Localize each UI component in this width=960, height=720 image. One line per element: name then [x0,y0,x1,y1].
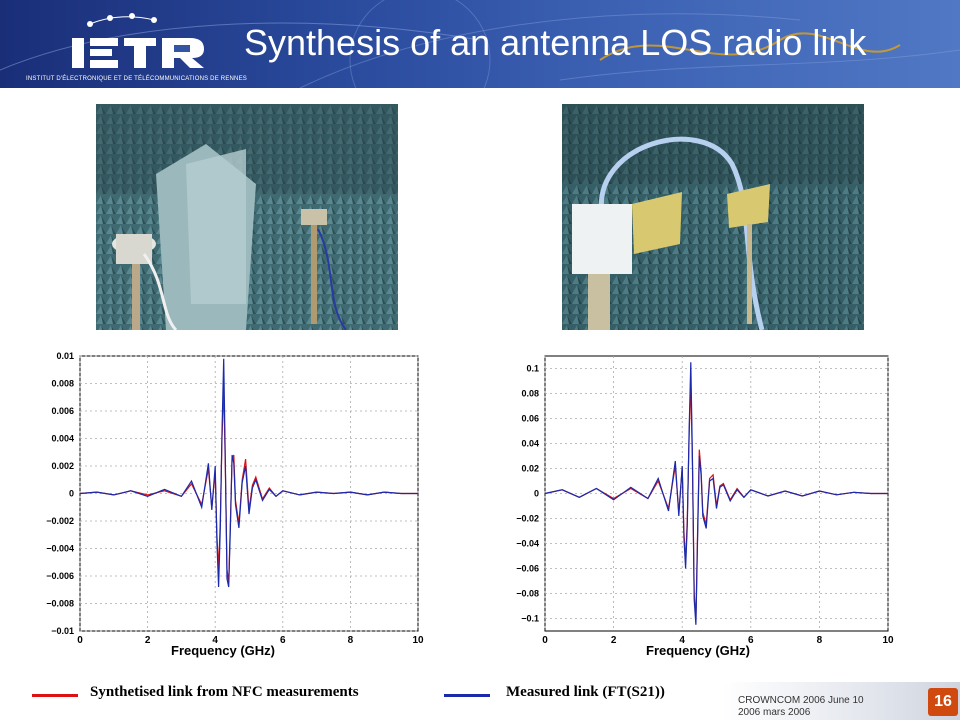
y-tick-label: 0 [69,489,74,499]
x-tick-label: 10 [412,635,424,645]
x-tick-label: 2 [611,635,617,645]
chamber-photo-left [96,104,398,330]
legend-synth-swatch [32,694,78,697]
time-domain-plot-left: 0 2 4 6 8 10 0.01 0.008 0.006 0.004 0.002 0 −0.002 −0… [46,351,424,645]
x-tick-label: 8 [817,635,823,645]
x-tick-label: 4 [212,635,218,645]
x-axis-label-left: Frequency (GHz) [171,643,276,658]
series-measured-line [544,362,888,625]
legend-measured-swatch [444,694,490,697]
y-tick-label: −0.06 [516,564,539,574]
y-tick-label: 0.08 [521,389,539,399]
y-tick-label: 0.1 [526,364,539,374]
footer-date: 2006 mars 2006 [738,707,811,718]
institute-name: INSTITUT D'ÉLECTRONIQUE ET DE TÉLÉCOMMUN… [26,76,247,82]
y-tick-label: 0.02 [521,464,539,474]
page-number: 16 [928,688,958,716]
y-tick-label: −0.04 [516,539,539,549]
header-band: INSTITUT D'ÉLECTRONIQUE ET DE TÉLÉCOMMUN… [0,0,960,88]
legend-synth-label: Synthetised link from NFC measurements [90,684,359,700]
y-tick-label: −0.01 [51,626,74,636]
y-tick-label: −0.006 [46,571,74,581]
y-tick-label: −0.1 [521,614,539,624]
y-tick-label: −0.008 [46,599,74,609]
x-axis-label-right: Frequency (GHz) [646,643,751,658]
y-tick-label: 0.004 [51,434,74,444]
y-tick-label: 0.04 [521,439,539,449]
x-tick-label: 8 [348,635,354,645]
y-tick-label: 0 [534,489,539,499]
y-tick-label: 0.002 [51,461,74,471]
series-measured-line [79,358,418,588]
x-tick-label: 6 [280,635,286,645]
y-tick-label: 0.01 [56,351,74,361]
legend-measured-label: Measured link (FT(S21)) [506,684,665,700]
x-tick-label: 4 [679,635,685,645]
x-tick-label: 2 [145,635,151,645]
chamber-photo-right [562,104,864,330]
time-domain-plot-right: 0 2 4 6 8 10 0.1 0.08 0.06 0.04 0.02 0 −0.02 −0.04 −0.… [516,355,894,645]
y-tick-label: −0.002 [46,516,74,526]
y-tick-label: 0.06 [521,414,539,424]
footer-box [722,682,960,720]
y-tick-label: 0.006 [51,406,74,416]
y-tick-label: −0.02 [516,514,539,524]
y-tick-label: 0.008 [51,379,74,389]
ietr-logo [72,13,204,68]
x-tick-label: 10 [882,635,894,645]
slide-title: Synthesis of an antenna LOS radio link [244,22,867,63]
y-tick-label: −0.004 [46,544,74,554]
x-tick-label: 6 [748,635,754,645]
x-tick-label: 0 [77,635,83,645]
footer-conference: CROWNCOM 2006 June 10 [738,695,864,706]
y-tick-label: −0.08 [516,589,539,599]
header-decoration [0,0,960,88]
x-tick-label: 0 [542,635,548,645]
